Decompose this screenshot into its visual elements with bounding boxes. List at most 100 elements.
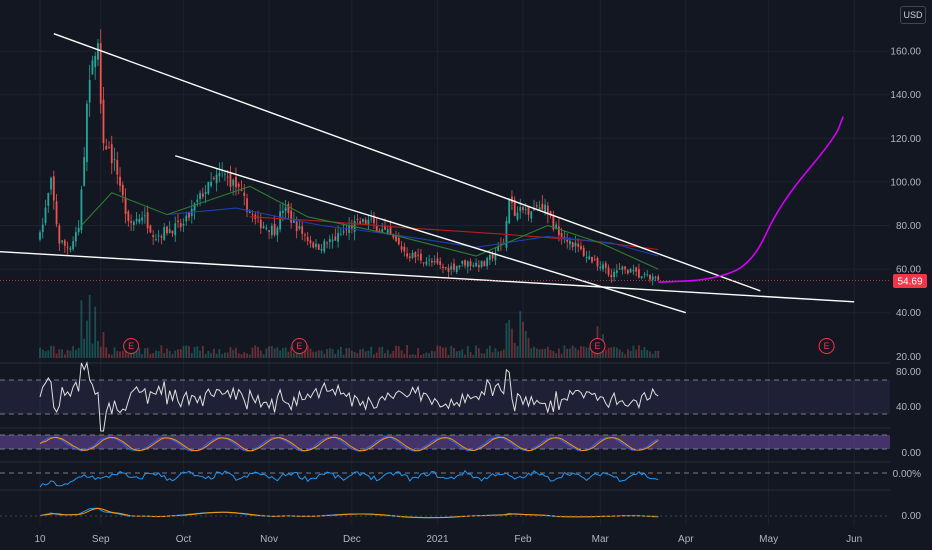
indicator-panes: [0, 362, 932, 491]
candle-body: [406, 253, 408, 257]
volume-bar: [130, 350, 132, 358]
candle-body: [130, 221, 132, 223]
earnings-marker: [818, 338, 835, 354]
volume-bar: [50, 345, 52, 358]
volume-bar: [480, 353, 483, 358]
candle-body: [270, 225, 273, 236]
candle-body: [384, 226, 386, 230]
volume-bar: [541, 348, 544, 358]
candle-body: [442, 266, 444, 269]
candle-body: [591, 256, 593, 263]
candle-body: [188, 212, 190, 218]
candle-body: [397, 237, 400, 245]
candle-body: [182, 223, 185, 226]
trendlines[interactable]: [0, 33, 890, 314]
candle-body: [640, 276, 643, 278]
volume-bar: [317, 350, 320, 358]
volume-bar: [348, 348, 351, 358]
time-axis[interactable]: 10 Sep Oct Nov Dec 2021 Feb Mar Apr May Jun: [34, 534, 862, 545]
volume-bar: [472, 354, 475, 358]
volume-bar: [359, 349, 362, 358]
volume-bar: [102, 332, 105, 358]
volume-bar: [94, 306, 97, 358]
candle-body: [362, 218, 364, 222]
earnings-marker: [291, 338, 308, 354]
volume-bar: [188, 346, 190, 358]
moving-average-blue: [166, 207, 659, 257]
volume-bar: [121, 350, 124, 358]
volume-bar: [566, 348, 569, 358]
volume-bar: [591, 350, 593, 358]
candle-body: [290, 210, 293, 223]
candle-body: [116, 160, 119, 175]
candle-body: [643, 274, 646, 276]
volume-bar: [119, 351, 121, 358]
volume-bar: [574, 347, 577, 358]
candle-body: [375, 224, 378, 232]
candle-body: [83, 157, 86, 186]
moving-averages: [80, 185, 659, 270]
volume-bar: [588, 347, 591, 358]
price-axis[interactable]: 160.00 140.00 120.00 100.00 80.00 60.00 40.00 2…: [890, 47, 921, 522]
candle-body: [63, 240, 66, 246]
volume-bar: [113, 347, 116, 358]
time-tick-label: Sep: [92, 534, 110, 545]
candle-body: [146, 212, 149, 229]
volume-bar: [604, 349, 607, 358]
volume-bar: [179, 349, 182, 358]
volume-bar: [301, 349, 304, 358]
volume-bar: [505, 323, 508, 358]
candle-body: [163, 227, 166, 240]
candle-body: [433, 261, 436, 263]
projection-path[interactable]: [658, 116, 844, 283]
candle-body: [331, 239, 334, 242]
candle-body: [99, 43, 102, 104]
candle-body: [524, 209, 527, 210]
candle-body: [431, 260, 433, 263]
candle-body: [326, 242, 328, 244]
candle-body: [86, 103, 88, 163]
candle-body: [69, 248, 72, 250]
stoch-band: [0, 435, 890, 449]
candle-body: [629, 269, 632, 273]
volume-bar: [632, 345, 635, 358]
candle-body: [229, 173, 232, 187]
volume-bar: [428, 353, 431, 358]
moving-average-red: [249, 216, 659, 251]
currency-button[interactable]: USD: [900, 6, 926, 24]
volume-bar: [618, 349, 621, 358]
volume-bar: [640, 349, 643, 358]
time-tick-label: Oct: [176, 534, 192, 545]
candle-body: [284, 207, 287, 211]
candle-body: [119, 176, 121, 186]
candle-body: [41, 224, 44, 233]
volume-bar: [444, 347, 447, 358]
price-tick-label: 100.00: [890, 177, 921, 188]
volume-bar: [577, 349, 580, 358]
trendline-1: [53, 33, 761, 292]
volume-bar: [422, 353, 425, 358]
volume-bar: [497, 351, 500, 358]
volume-bar: [146, 347, 149, 358]
candle-body: [646, 274, 649, 275]
volume-bar: [436, 345, 439, 358]
candle-body: [235, 176, 237, 188]
volume-bar: [635, 349, 638, 358]
candle-body: [61, 240, 63, 243]
volume-bar: [262, 354, 265, 358]
volume-bar: [425, 352, 428, 358]
candle-body: [293, 219, 295, 223]
candle-body: [480, 260, 483, 267]
volume-bar: [585, 347, 588, 358]
candle-body: [464, 260, 466, 266]
candle-body: [599, 266, 602, 269]
volume-bar: [221, 353, 224, 358]
volume-bar: [210, 352, 213, 358]
candle-body: [615, 270, 618, 273]
volume-bar: [124, 348, 127, 358]
volume-bar: [77, 347, 80, 358]
volume-bar: [155, 350, 157, 358]
candle-body: [138, 218, 141, 223]
